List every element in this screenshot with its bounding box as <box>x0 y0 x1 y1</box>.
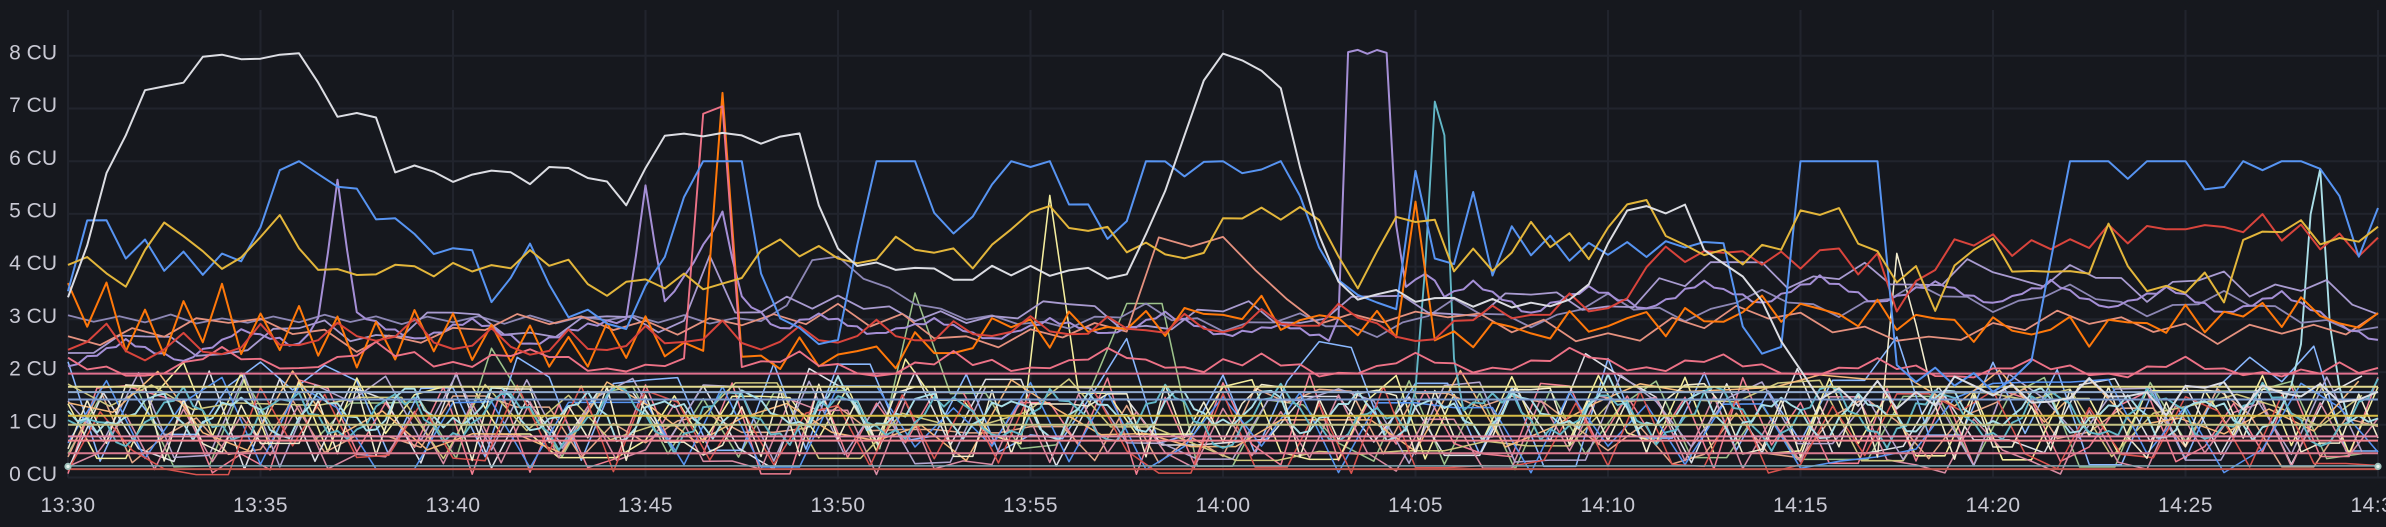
svg-text:14:20: 14:20 <box>1965 494 2020 517</box>
svg-text:14:10: 14:10 <box>1580 494 1635 517</box>
svg-text:6 CU: 6 CU <box>9 147 57 170</box>
svg-text:4 CU: 4 CU <box>9 252 57 275</box>
svg-text:5 CU: 5 CU <box>9 200 57 223</box>
svg-text:13:50: 13:50 <box>810 494 865 517</box>
svg-text:14:30: 14:30 <box>2350 494 2386 517</box>
svg-text:13:35: 13:35 <box>233 494 288 517</box>
svg-text:13:40: 13:40 <box>425 494 480 517</box>
svg-text:13:55: 13:55 <box>1003 494 1058 517</box>
svg-text:7 CU: 7 CU <box>9 94 57 117</box>
svg-text:2 CU: 2 CU <box>9 358 57 381</box>
svg-text:14:05: 14:05 <box>1388 494 1443 517</box>
svg-text:1 CU: 1 CU <box>9 410 57 433</box>
svg-text:13:45: 13:45 <box>618 494 673 517</box>
svg-text:0 CU: 0 CU <box>9 463 57 486</box>
svg-text:14:25: 14:25 <box>2158 494 2213 517</box>
svg-text:3 CU: 3 CU <box>9 305 57 328</box>
svg-text:13:30: 13:30 <box>40 494 95 517</box>
svg-text:14:00: 14:00 <box>1195 494 1250 517</box>
svg-text:8 CU: 8 CU <box>9 41 57 64</box>
svg-text:14:15: 14:15 <box>1773 494 1828 517</box>
